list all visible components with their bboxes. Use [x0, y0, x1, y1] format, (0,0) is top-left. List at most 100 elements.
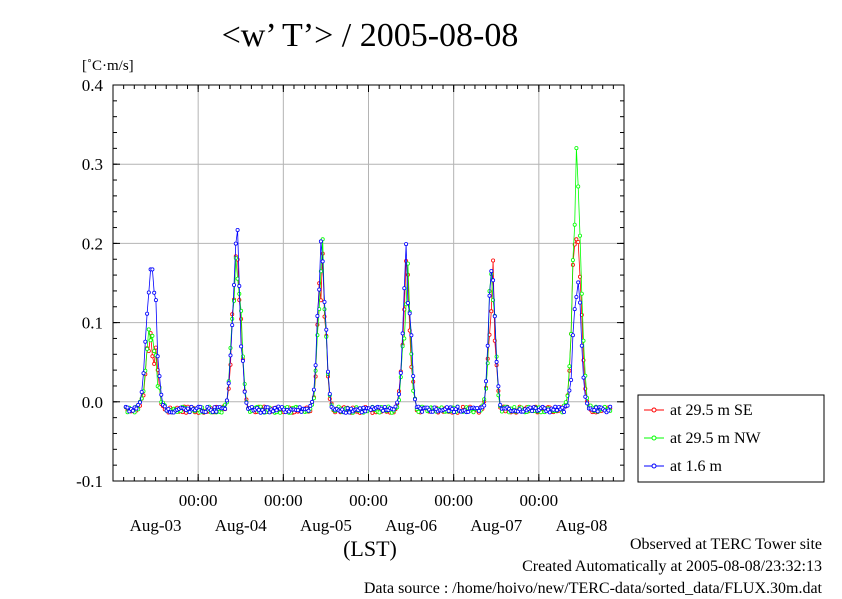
x-tick-time-label: 00:00: [519, 491, 558, 510]
data-point: [487, 293, 492, 298]
footer-created: Created Automatically at 2005-08-08/23:3…: [522, 558, 822, 575]
footer-site: Observed at TERC Tower site: [629, 536, 822, 553]
data-point: [572, 307, 577, 312]
data-point: [361, 405, 366, 410]
data-point: [315, 313, 320, 318]
data-point: [496, 384, 501, 389]
data-point: [498, 402, 503, 407]
data-point: [249, 404, 254, 409]
data-point: [569, 377, 574, 382]
data-point: [608, 404, 613, 409]
data-point: [187, 410, 192, 415]
data-point: [152, 290, 157, 295]
data-point: [402, 286, 407, 291]
data-point: [125, 405, 130, 410]
data-point: [570, 333, 575, 338]
data-point: [567, 388, 572, 393]
legend-swatch-marker: [651, 463, 657, 469]
data-point: [146, 327, 151, 332]
data-point: [404, 242, 409, 247]
grid-lines: [113, 85, 624, 481]
data-point: [368, 407, 373, 412]
data-point: [562, 409, 567, 414]
data-point: [320, 259, 325, 264]
data-point: [409, 333, 414, 338]
data-point: [595, 409, 600, 414]
data-point: [306, 408, 311, 413]
x-day-label: Aug-03: [130, 516, 182, 535]
data-point: [244, 400, 249, 405]
data-point: [411, 374, 416, 379]
data-point: [574, 294, 579, 299]
y-tick-label: 0.0: [82, 393, 103, 412]
data-point: [483, 386, 488, 391]
data-point: [530, 408, 535, 413]
data-point: [546, 407, 551, 412]
data-point: [274, 408, 279, 413]
data-point: [265, 405, 270, 410]
data-point: [299, 409, 304, 414]
data-point: [230, 323, 235, 328]
data-point: [400, 331, 405, 336]
data-point: [533, 406, 538, 411]
data-point: [212, 405, 217, 410]
data-point: [494, 359, 499, 364]
data-point: [574, 146, 579, 151]
data-point: [203, 409, 208, 414]
data-point: [396, 392, 401, 397]
data-point: [576, 184, 581, 189]
series-layer: [123, 146, 613, 415]
data-point: [405, 300, 410, 305]
data-point: [528, 405, 533, 410]
data-point: [157, 374, 162, 379]
x-day-label: Aug-04: [215, 516, 267, 535]
legend-swatch-marker: [651, 407, 657, 413]
data-point: [327, 391, 332, 396]
data-point: [239, 344, 244, 349]
y-axis-unit-label: [˚C·m/s]: [82, 58, 134, 74]
data-point: [145, 346, 150, 351]
data-point: [357, 406, 362, 411]
x-axis-label: (LST): [343, 536, 397, 561]
data-point: [322, 299, 327, 304]
data-point: [579, 343, 584, 348]
data-point: [398, 370, 403, 375]
data-point: [150, 354, 155, 359]
data-point: [606, 408, 611, 413]
data-point: [185, 406, 190, 411]
data-point: [240, 358, 245, 363]
data-point: [152, 361, 157, 366]
data-point: [471, 410, 476, 415]
data-point: [594, 405, 599, 410]
data-point: [143, 339, 148, 344]
data-point: [139, 389, 144, 394]
y-tick-label: 0.2: [82, 234, 103, 253]
data-point: [228, 353, 233, 358]
x-tick-time-label: 00:00: [264, 491, 303, 510]
footer-source: Data source : /home/hoivo/new/TERC-data/…: [363, 580, 822, 597]
data-point: [345, 406, 350, 411]
data-point: [418, 406, 423, 411]
data-point: [258, 404, 263, 409]
data-point: [446, 408, 451, 413]
x-day-label: Aug-05: [300, 516, 352, 535]
data-point: [370, 410, 375, 415]
legend-swatch-marker: [651, 435, 657, 441]
data-point: [146, 290, 151, 295]
data-point: [402, 336, 407, 341]
series-3: [123, 227, 613, 415]
data-point: [565, 403, 570, 408]
data-point: [297, 405, 302, 410]
x-tick-time-label: 00:00: [434, 491, 473, 510]
data-point: [489, 309, 494, 314]
y-tick-label: 0.4: [82, 76, 104, 95]
legend-entry-label: at 29.5 m NW: [670, 430, 762, 447]
data-point: [547, 410, 552, 415]
data-point: [576, 239, 581, 244]
y-tick-label: -0.1: [76, 472, 103, 491]
y-tick-label: 0.1: [82, 314, 103, 333]
data-point: [574, 237, 579, 242]
data-point: [155, 354, 160, 359]
legend-entry-label: at 1.6 m: [670, 458, 723, 475]
legend: at 29.5 m SE at 29.5 m NW at 1.6 m: [637, 394, 825, 483]
